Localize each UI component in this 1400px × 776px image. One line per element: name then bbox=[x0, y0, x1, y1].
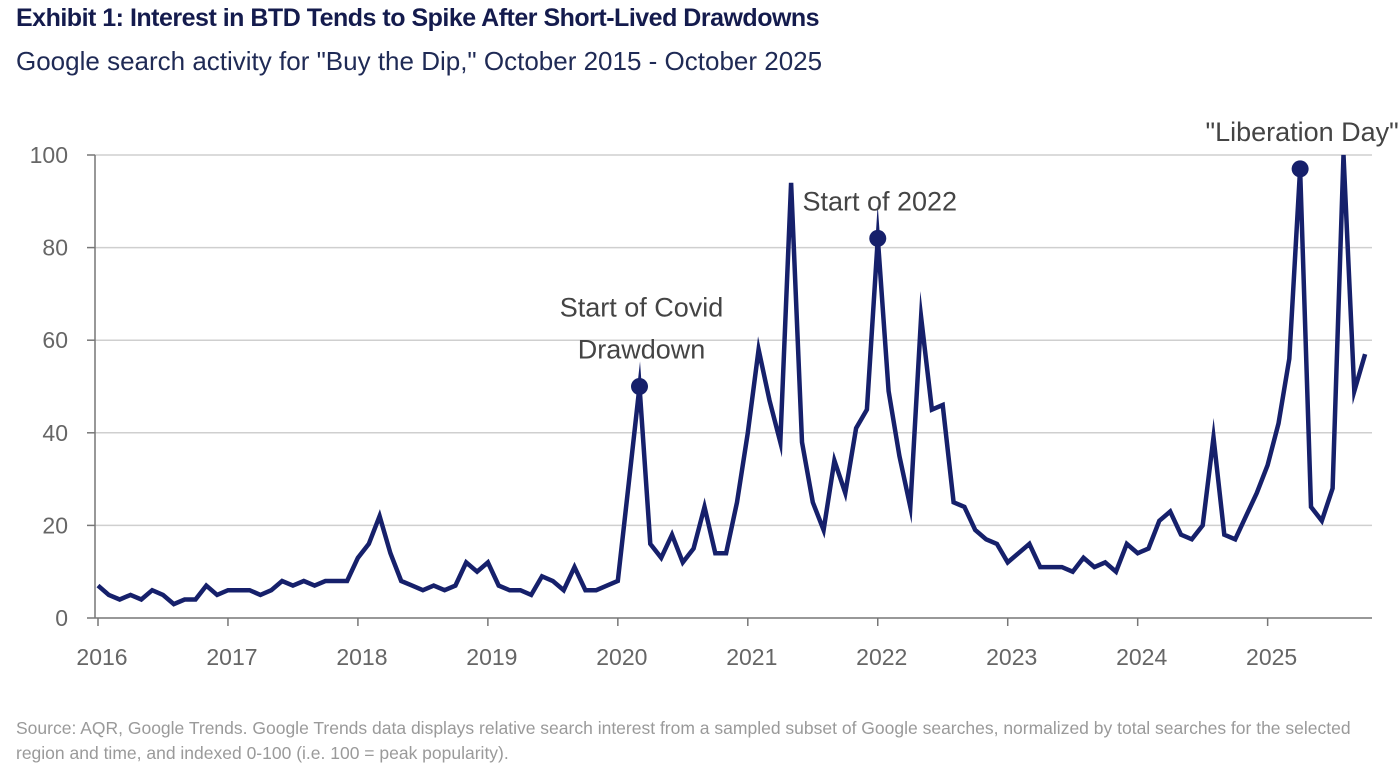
x-tick-label: 2023 bbox=[986, 644, 1037, 670]
x-tick-label: 2025 bbox=[1246, 644, 1297, 670]
x-tick-label: 2020 bbox=[596, 644, 647, 670]
x-tick-label: 2018 bbox=[336, 644, 387, 670]
y-tick-label: 100 bbox=[30, 142, 68, 168]
x-tick-label: 2022 bbox=[856, 644, 907, 670]
y-tick-label: 0 bbox=[55, 605, 68, 631]
annotation-marker bbox=[631, 378, 648, 395]
x-tick-label: 2024 bbox=[1116, 644, 1167, 670]
annotation-label: Drawdown bbox=[578, 335, 706, 365]
x-tick-label: 2019 bbox=[466, 644, 517, 670]
chart-subtitle: Google search activity for "Buy the Dip,… bbox=[16, 46, 823, 76]
annotation-label: "Liberation Day" bbox=[1205, 117, 1398, 147]
annotation-label: Start of 2022 bbox=[802, 186, 957, 216]
annotation-marker bbox=[1291, 160, 1309, 178]
annotation-label: Start of Covid bbox=[560, 293, 724, 323]
x-tick-label: 2021 bbox=[726, 644, 777, 670]
annotation-marker bbox=[869, 229, 887, 247]
x-tick-label: 2016 bbox=[76, 644, 127, 670]
y-tick-label: 60 bbox=[42, 327, 68, 353]
y-tick-label: 20 bbox=[42, 512, 68, 538]
x-tick-label: 2017 bbox=[206, 644, 257, 670]
source-footnote: Source: AQR, Google Trends. Google Trend… bbox=[16, 718, 1351, 763]
chart-title: Exhibit 1: Interest in BTD Tends to Spik… bbox=[16, 4, 820, 32]
data-series-line bbox=[96, 154, 1368, 607]
y-tick-label: 80 bbox=[42, 235, 68, 261]
y-tick-label: 40 bbox=[42, 420, 68, 446]
